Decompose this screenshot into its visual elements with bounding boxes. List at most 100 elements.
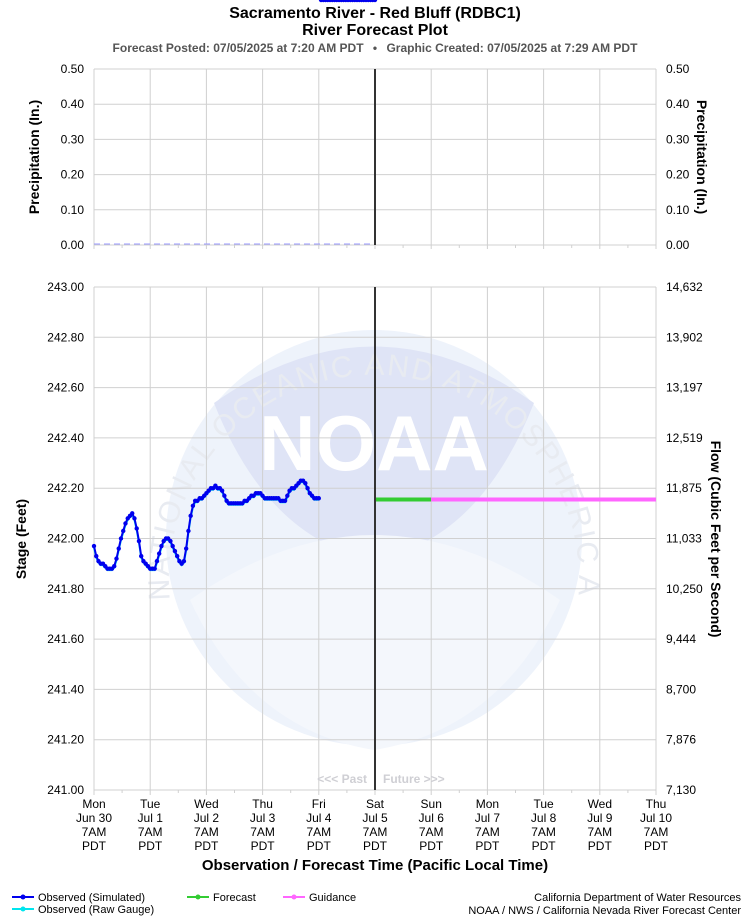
precip-left-axis-label: Precipitation (In.): [26, 100, 42, 214]
x-tick-label-line: 7AM: [531, 825, 556, 839]
x-tick-label-line: 7AM: [194, 825, 219, 839]
x-tick-label: Fri Jul 4 7AM PDT: [306, 797, 332, 853]
x-tick-label-line: Sun: [421, 797, 442, 811]
stage-tick-label: 243.00: [47, 280, 84, 294]
x-tick-label-line: PDT: [82, 839, 107, 853]
future-marker: Future >>>: [383, 772, 445, 786]
x-tick-label: Wed Jul 2 7AM PDT: [194, 797, 220, 853]
x-tick-label-line: PDT: [138, 839, 163, 853]
observed-point: [159, 543, 164, 549]
stage-panel: 241.00 7,130 241.20 7,876 241.40 8,700 241.60 9…: [47, 0, 703, 853]
x-tick-label: Sun Jul 6 7AM PDT: [419, 797, 445, 853]
x-tick-label-line: 7AM: [587, 825, 612, 839]
chart-title-line1: Sacramento River - Red Bluff (RDBC1): [229, 5, 521, 22]
observed-point: [181, 558, 187, 564]
x-tick-label-line: Jul 8: [531, 811, 557, 825]
observed-point: [188, 513, 193, 519]
x-tick-label-line: Mon: [476, 797, 499, 811]
observed-point: [130, 511, 135, 516]
x-tick-label-line: Jul 7: [475, 811, 501, 825]
x-tick-label-line: Jul 9: [587, 811, 613, 825]
observed-point: [190, 503, 196, 509]
stage-tick-label: 242.20: [47, 481, 84, 495]
observed-point: [139, 553, 144, 559]
flow-tick-label: 13,197: [666, 381, 703, 395]
precip-right-tick-label: 0.00: [666, 238, 690, 252]
svg-text:Forecast: Forecast: [213, 892, 256, 904]
x-tick-label-line: PDT: [363, 839, 388, 853]
x-tick-label-line: Tue: [140, 797, 161, 811]
x-tick-label-line: 7AM: [419, 825, 444, 839]
x-tick-label-line: PDT: [251, 839, 276, 853]
precip-right-tick-label: 0.40: [666, 97, 690, 111]
svg-text:Observed (Simulated): Observed (Simulated): [38, 892, 145, 904]
observed-point: [154, 558, 160, 564]
x-tick-label-line: Jul 5: [362, 811, 388, 825]
precip-left-tick-label: 0.50: [61, 62, 85, 76]
observed-point: [183, 546, 189, 551]
x-tick-label-line: Jun 30: [76, 811, 112, 825]
observed-point: [303, 480, 308, 486]
legend-guidance: Guidance: [283, 892, 356, 904]
svg-text:Observed (Raw Gauge): Observed (Raw Gauge): [38, 904, 154, 916]
stage-tick-label: 242.40: [47, 431, 84, 445]
graphic-created: Graphic Created: 07/05/2025 at 7:29 AM P…: [386, 41, 638, 55]
x-axis-label: Observation / Forecast Time (Pacific Loc…: [202, 857, 548, 874]
x-tick-label: Tue Jul 1 7AM PDT: [138, 797, 164, 853]
precip-left-tick-label: 0.10: [61, 203, 85, 217]
past-marker: <<< Past: [317, 772, 367, 786]
x-tick-label-line: 7AM: [363, 825, 388, 839]
observed-point: [222, 493, 227, 498]
x-tick-label-line: PDT: [532, 839, 557, 853]
observed-point: [123, 521, 128, 526]
x-tick-label-line: PDT: [475, 839, 500, 853]
x-tick-label-line: PDT: [194, 839, 219, 853]
x-tick-label-line: 7AM: [475, 825, 500, 839]
flow-tick-label: 12,519: [666, 431, 703, 445]
credit-line1: California Department of Water Resources: [534, 892, 741, 904]
observed-point: [116, 546, 121, 551]
stage-axis-label: Stage (Feet): [13, 499, 29, 579]
flow-tick-label: 14,632: [666, 280, 703, 294]
precip-right-tick-label: 0.20: [666, 168, 690, 182]
flow-tick-label: 9,444: [666, 632, 696, 646]
svg-text:Guidance: Guidance: [309, 892, 356, 904]
subtitle-bullet: •: [373, 41, 377, 55]
precipitation-panel: 0.00 0.00 0.10 0.10 0.20 0.20 0.30 0.30 0.40 0.40…: [61, 62, 690, 252]
precip-right-tick-label: 0.30: [666, 132, 690, 146]
legend-observed-simulated: Observed (Simulated): [12, 892, 145, 904]
observed-point: [372, 0, 378, 3]
x-tick-label-line: Tue: [533, 797, 554, 811]
x-tick-label-line: Jul 1: [138, 811, 164, 825]
observed-point: [186, 528, 191, 534]
observed-point: [219, 488, 225, 493]
x-tick-label-line: Fri: [312, 797, 326, 811]
observed-point: [114, 556, 119, 561]
observed-point: [134, 526, 139, 531]
stage-tick-label: 241.00: [47, 783, 84, 797]
flow-tick-label: 7,130: [666, 783, 696, 797]
x-tick-label: Mon Jul 7 7AM PDT: [475, 797, 501, 853]
credit-line2: NOAA / NWS / California Nevada River For…: [468, 905, 741, 917]
precip-right-tick-label: 0.10: [666, 203, 690, 217]
x-tick-label-line: Jul 2: [194, 811, 220, 825]
x-tick-label-line: Jul 10: [640, 811, 672, 825]
x-tick-label-line: Jul 3: [250, 811, 276, 825]
x-tick-label-line: 7AM: [306, 825, 331, 839]
chart-title-line2: River Forecast Plot: [302, 22, 449, 39]
stage-tick-label: 242.00: [47, 532, 84, 546]
x-tick-label-line: PDT: [419, 839, 444, 853]
observed-point: [174, 553, 180, 559]
x-tick-label-line: 7AM: [138, 825, 163, 839]
chart-subtitle: Forecast Posted: 07/05/2025 at 7:20 AM P…: [113, 41, 639, 55]
observed-point: [316, 496, 321, 501]
x-tick-label: Thu Jul 3 7AM PDT: [250, 797, 276, 853]
legend: Observed (Simulated) Observed (Raw Gauge…: [12, 892, 356, 916]
observed-point: [94, 553, 99, 559]
flow-tick-label: 10,250: [666, 582, 703, 596]
x-tick-label-line: Thu: [252, 797, 273, 811]
observed-point: [136, 538, 142, 544]
observed-point: [305, 486, 310, 491]
observed-point: [121, 528, 126, 534]
